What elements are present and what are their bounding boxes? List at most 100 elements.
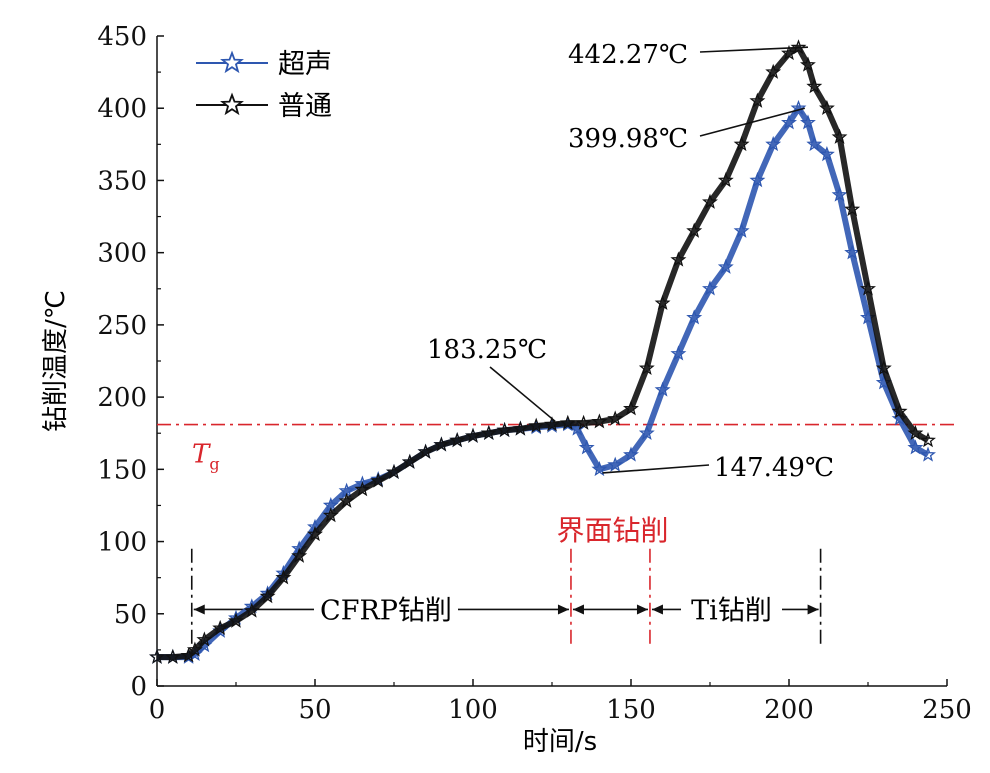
data-point [559,414,576,430]
series-line [157,105,930,661]
y-tick-label: 250 [97,311,147,341]
x-tick-label: 0 [149,695,166,725]
data-point [307,525,323,542]
data-point [623,446,639,462]
data-point [259,588,276,604]
legend-marker-star [220,50,244,74]
data-point [670,345,687,361]
data-point [781,44,797,61]
data-point [806,135,823,152]
data-point [480,424,497,440]
data-point [578,439,595,455]
data-point [607,456,624,472]
region-arrow-head-left [193,604,205,615]
x-axis-label: 时间/s [523,727,597,757]
y-tick-label: 350 [97,166,147,196]
y-axis-label: 钻削温度/℃ [41,290,71,432]
x-tick-label: 150 [606,695,656,725]
data-point [733,222,750,238]
region-3: Ti钻削 [651,595,819,626]
data-point [875,359,892,375]
data-point [528,417,545,433]
annotations-group: 442.27℃ 399.98℃ 183.25℃ 147.49℃ [427,40,834,483]
data-point [891,403,908,419]
data-point [702,280,718,296]
region-2 [572,604,648,615]
legend-label: 普通 [278,91,332,122]
data-point [607,410,624,426]
data-point [765,63,782,79]
data-point [164,648,181,664]
data-point [654,294,671,310]
data-point [275,569,292,585]
series-conventional [149,39,936,664]
data-point [623,400,639,416]
tg-label: Tg [192,440,220,474]
annotation-label: 442.27℃ [568,40,688,70]
y-tick-label: 450 [97,22,147,52]
region-arrow-head-left [572,604,584,615]
y-tick-label: 150 [97,455,147,485]
data-point [449,432,466,448]
data-point [512,420,529,436]
data-point [386,463,402,479]
data-point [686,309,703,325]
y-tick-label: 300 [97,239,147,269]
legend-marker-star [220,92,244,116]
data-point [338,492,355,508]
data-point [354,481,371,497]
data-point [818,99,835,115]
data-point [228,612,244,628]
annotation-label: 147.49℃ [714,453,834,483]
data-point [806,78,823,94]
data-point [702,193,718,209]
annotation-label: 183.25℃ [427,335,547,365]
data-point [243,602,260,618]
region-arrow-head-right [636,604,648,615]
reference-line-group: Tg [157,423,958,474]
tg-label-sub: g [209,455,219,474]
data-point [638,359,655,375]
data-point [907,424,924,440]
x-tick-label: 50 [298,695,331,725]
data-point [591,460,608,477]
data-point [800,56,816,72]
y-tick-label: 50 [114,600,147,630]
x-tick-label: 100 [448,695,498,725]
data-point [733,135,750,152]
annotation-label: 399.98℃ [568,124,688,154]
data-point [291,547,308,563]
data-point [790,39,807,55]
data-point [322,507,339,523]
data-point [860,280,876,296]
data-point [544,416,560,432]
data-point [800,114,816,130]
series-group [149,39,936,664]
data-point [781,114,797,130]
data-point [717,258,734,274]
data-point [465,427,481,443]
region-label: Ti钻削 [691,595,772,626]
data-point [186,641,203,657]
data-point [591,413,608,429]
data-point [654,381,671,397]
data-point [920,446,936,462]
data-point [844,244,861,260]
data-point [401,453,418,469]
data-point [765,135,782,152]
annotation-leader-line [699,107,806,137]
y-tick-label: 400 [97,94,147,124]
region-arrow-head-left [651,604,663,615]
data-point [790,99,807,115]
data-point [638,424,655,440]
region-arrow-head-right [557,604,569,615]
data-point [749,172,766,188]
data-point [417,443,434,459]
data-point [433,436,450,452]
region-1: CFRP钻削 [193,595,569,626]
data-point [818,146,835,162]
annotation-leader-line [602,464,710,474]
series-line [157,44,930,661]
